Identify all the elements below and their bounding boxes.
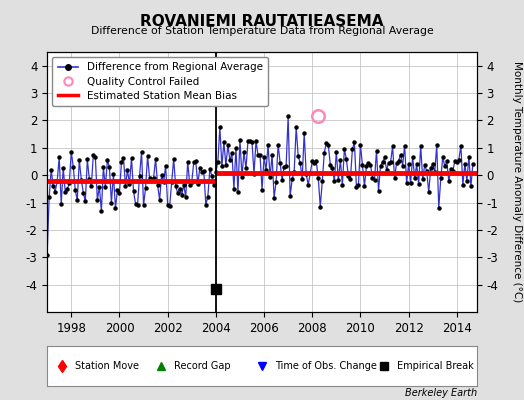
Text: Record Gap: Record Gap (174, 361, 231, 371)
Text: Empirical Break: Empirical Break (397, 361, 474, 371)
Text: Difference of Station Temperature Data from Regional Average: Difference of Station Temperature Data f… (91, 26, 433, 36)
Text: Time of Obs. Change: Time of Obs. Change (275, 361, 377, 371)
Legend: Difference from Regional Average, Quality Control Failed, Estimated Station Mean: Difference from Regional Average, Qualit… (52, 57, 268, 106)
Y-axis label: Monthly Temperature Anomaly Difference (°C): Monthly Temperature Anomaly Difference (… (512, 61, 522, 303)
Text: Station Move: Station Move (75, 361, 139, 371)
Text: Berkeley Earth: Berkeley Earth (405, 388, 477, 398)
Text: ROVANIEMI RAUTATIEASEMA: ROVANIEMI RAUTATIEASEMA (140, 14, 384, 29)
